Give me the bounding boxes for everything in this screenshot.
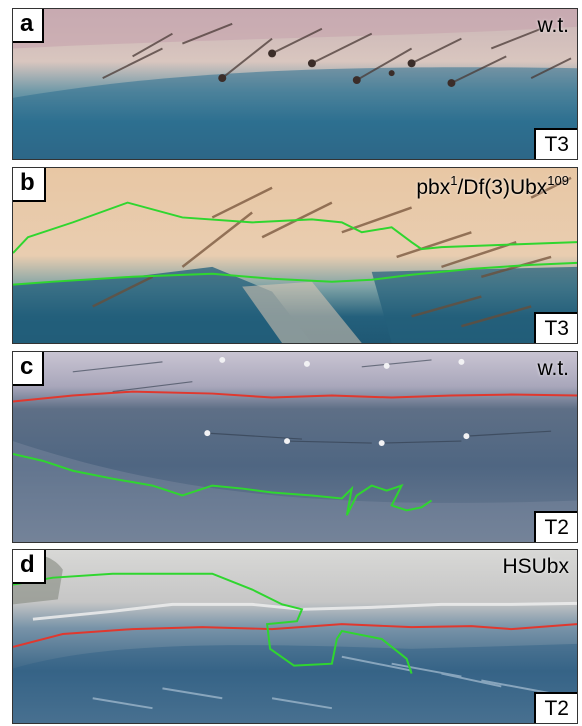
panel-b-green-outline-lower [13, 261, 577, 286]
panel-a-genotype: w.t. [537, 14, 569, 37]
panel-a-letter: a [13, 9, 45, 43]
panel-b-genotype-mid: /Df(3)Ubx [457, 176, 548, 199]
panel-c-red-outline [13, 390, 577, 403]
panel-b-letter: b [13, 168, 46, 202]
panel-d: d HSUbx T2 [12, 549, 578, 724]
panel-b-genotype-main: pbx [416, 176, 451, 199]
panel-d-green-outline [13, 572, 413, 674]
panel-a: a w.t. T3 [12, 8, 578, 160]
panel-b-segment: T3 [534, 312, 577, 343]
panel-b: b pbx1/Df(3)Ubx109 T3 [12, 167, 578, 344]
panel-d-image [13, 550, 577, 723]
panel-c-letter: c [13, 352, 45, 386]
panel-c-green-outline [13, 452, 433, 516]
panel-a-image [13, 9, 577, 159]
panel-d-red-outline [13, 623, 577, 648]
panel-b-green-outline-upper [13, 201, 577, 254]
panel-c-image [13, 352, 577, 542]
panel-b-image [13, 168, 577, 343]
panel-c-segment: T2 [534, 511, 577, 542]
panel-c-genotype: w.t. [537, 357, 569, 380]
panel-b-genotype: pbx1/Df(3)Ubx109 [416, 174, 569, 198]
panel-d-segment: T2 [534, 692, 577, 723]
panel-d-genotype: HSUbx [502, 555, 569, 578]
panel-d-letter: d [13, 550, 46, 584]
panel-a-segment: T3 [534, 128, 577, 159]
panel-c: c w.t. T2 [12, 351, 578, 543]
panel-b-genotype-sup1: 1 [450, 173, 458, 188]
panel-b-genotype-sup2: 109 [547, 173, 569, 188]
